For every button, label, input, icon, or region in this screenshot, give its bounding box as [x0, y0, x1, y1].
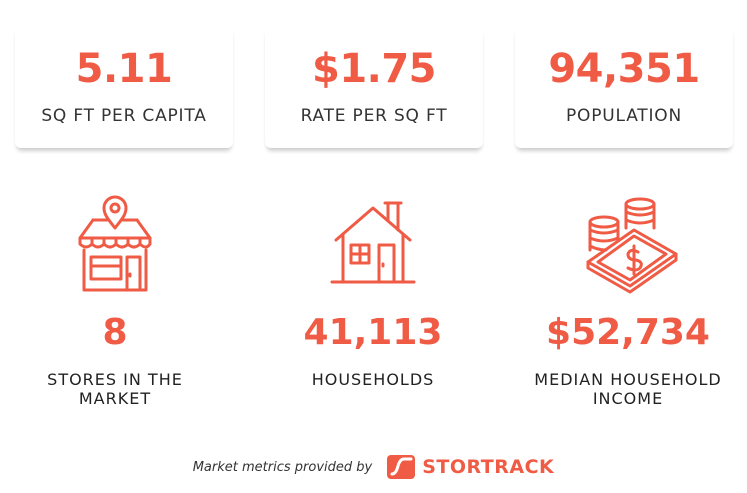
stortrack-logo-icon	[387, 455, 416, 479]
brand-name: STORTRACK	[422, 456, 555, 478]
footer-credit: Market metrics provided by STORTRACK	[0, 452, 747, 482]
house-icon	[330, 201, 416, 284]
metric-value: $1.75	[311, 46, 437, 92]
stat-value: $52,734	[546, 312, 710, 353]
metric-label: RATE PER SQ FT	[300, 106, 448, 126]
stat-value: 8	[102, 312, 128, 353]
metric-card-population: 94,351 POPULATION	[515, 28, 733, 148]
metric-label: SQ FT PER CAPITA	[41, 106, 207, 126]
stat-label: HOUSEHOLDS	[311, 370, 435, 389]
metric-card-rate-per-sqft: $1.75 RATE PER SQ FT	[265, 28, 483, 148]
metric-value: 94,351	[548, 46, 700, 92]
metric-label: POPULATION	[566, 106, 682, 126]
storefront-icon	[78, 195, 152, 292]
stat-median-income: $52,734 MEDIAN HOUSEHOLD INCOME	[508, 190, 747, 408]
stat-households: 41,113 HOUSEHOLDS	[253, 190, 493, 389]
credit-text: Market metrics provided by	[192, 459, 373, 475]
metric-card-sqft-per-capita: 5.11 SQ FT PER CAPITA	[15, 28, 233, 148]
metric-value: 5.11	[75, 46, 173, 92]
stat-stores: 8 STORES IN THE MARKET	[0, 190, 235, 408]
stat-label: STORES IN THE MARKET	[47, 370, 183, 408]
money-coins-icon	[586, 197, 678, 294]
stat-value: 41,113	[303, 312, 443, 353]
stat-label: MEDIAN HOUSEHOLD INCOME	[534, 370, 722, 408]
